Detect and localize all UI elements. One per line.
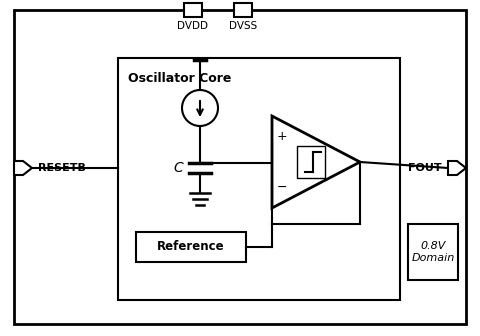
Polygon shape: [272, 116, 360, 208]
Polygon shape: [14, 161, 32, 175]
Text: C: C: [173, 161, 183, 175]
Polygon shape: [448, 161, 466, 175]
Bar: [184, 3, 202, 17]
Bar: [408, 224, 458, 280]
Text: Reference: Reference: [157, 241, 225, 253]
Text: −: −: [277, 180, 287, 194]
Bar: [118, 58, 400, 300]
Circle shape: [182, 90, 218, 126]
Text: DVDD: DVDD: [178, 21, 208, 31]
Bar: [136, 232, 246, 262]
Bar: [234, 3, 252, 17]
Text: Oscillator Core: Oscillator Core: [128, 72, 231, 85]
Text: FOUT: FOUT: [408, 163, 442, 173]
Text: DVSS: DVSS: [229, 21, 257, 31]
Bar: [297, 146, 325, 178]
Text: RESETB: RESETB: [38, 163, 86, 173]
Text: +: +: [276, 130, 288, 143]
Text: 0.8V
Domain: 0.8V Domain: [411, 241, 455, 263]
